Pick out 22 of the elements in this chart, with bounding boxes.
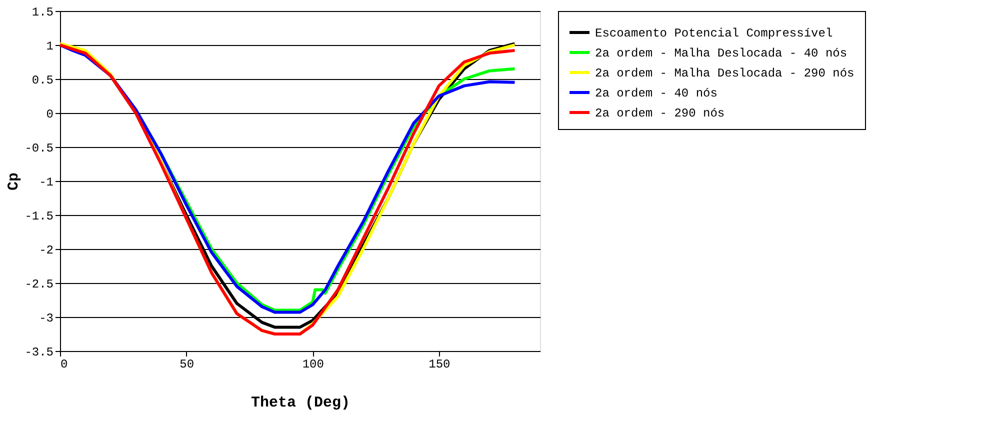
- x-tick-label: 100: [302, 358, 324, 372]
- legend-label: 2a ordem - 40 nós: [595, 86, 718, 100]
- y-tick-label: -1.5: [24, 210, 54, 224]
- y-tick-label: 0.5: [32, 74, 54, 88]
- legend-label: 2a ordem - 290 nós: [595, 106, 725, 120]
- x-tick-label: 50: [180, 358, 194, 372]
- legend-label: Escoamento Potencial Compressível: [595, 26, 833, 40]
- y-tick-label: -2.5: [24, 278, 54, 292]
- legend-label: 2a ordem - Malha Deslocada - 40 nós: [595, 46, 848, 60]
- y-tick-label: -0.5: [24, 142, 54, 156]
- y-tick-label: 1.5: [32, 6, 54, 20]
- y-tick-label: -1: [39, 176, 54, 190]
- y-tick-label: -3: [39, 312, 54, 326]
- x-axis-title: Theta (Deg): [250, 394, 350, 412]
- y-axis-title: Cp: [6, 172, 23, 191]
- y-tick-label: 1: [46, 40, 54, 54]
- y-tick-label: -2: [39, 244, 54, 258]
- x-tick-label: 0: [60, 358, 68, 372]
- legend-label: 2a ordem - Malha Deslocada - 290 nós: [595, 66, 854, 80]
- y-tick-label: -3.5: [24, 346, 54, 360]
- x-tick-label: 150: [428, 358, 450, 372]
- y-tick-label: 0: [46, 108, 54, 122]
